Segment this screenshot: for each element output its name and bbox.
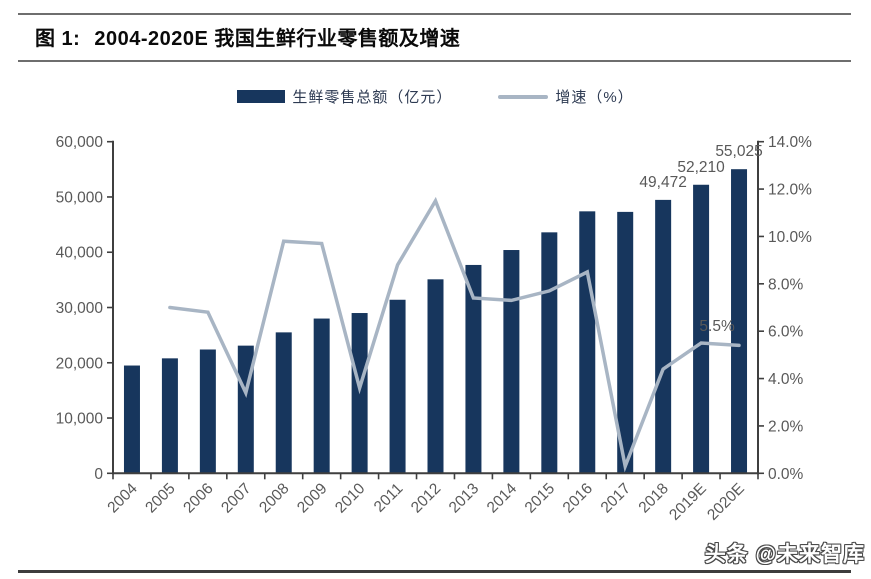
bar-2006 — [199, 349, 216, 474]
growth-line — [168, 196, 741, 473]
bar-2017 — [617, 211, 634, 474]
legend-item-bar: 生鲜零售总额（亿元） — [237, 86, 452, 107]
x-axis-label-2016: 2016 — [560, 480, 596, 516]
x-axis-label-2019E: 2019E — [666, 480, 710, 524]
bar-2012 — [427, 279, 444, 474]
right-axis-label-4.0%: 4.0% — [768, 371, 804, 388]
x-axis-label-2017: 2017 — [598, 480, 634, 516]
x-axis-label-2014: 2014 — [484, 480, 521, 517]
x-axis-label-2015: 2015 — [522, 480, 558, 516]
right-axis-label-6.0%: 6.0% — [768, 324, 804, 341]
left-axis-label-50,000: 50,000 — [56, 189, 104, 206]
data-label-2020E: 55,025 — [715, 143, 762, 160]
left-axis-label-0: 0 — [94, 466, 103, 483]
x-axis-label-2006: 2006 — [180, 480, 216, 516]
right-axis-label-8.0%: 8.0% — [768, 276, 804, 293]
x-axis-label-2007: 2007 — [218, 480, 254, 516]
x-axis-label-2013: 2013 — [446, 480, 482, 516]
right-axis-label-0.0%: 0.0% — [768, 466, 804, 483]
bar-2005 — [161, 358, 178, 474]
data-label-2018: 49,472 — [639, 174, 686, 191]
bar-2015 — [541, 232, 558, 474]
figure-title: 2004-2020E 我国生鲜行业零售额及增速 — [94, 28, 461, 50]
bar-2008 — [275, 332, 292, 474]
figure-header: 图 1: 2004-2020E 我国生鲜行业零售额及增速 — [18, 13, 851, 62]
x-axis-label-2020E: 2020E — [704, 480, 748, 524]
x-axis-label-2012: 2012 — [408, 480, 444, 516]
bar-2004 — [123, 365, 140, 474]
x-axis-label-2009: 2009 — [294, 480, 330, 516]
bar-2020E — [731, 169, 748, 474]
left-axis-label-10,000: 10,000 — [56, 411, 104, 428]
chart-legend: 生鲜零售总额（亿元） 增速（%） — [0, 86, 871, 107]
left-axis-label-30,000: 30,000 — [56, 300, 104, 317]
figure-number: 图 1: — [35, 28, 81, 50]
x-axis-label-2008: 2008 — [256, 480, 292, 516]
right-axis-label-14.0%: 14.0% — [768, 134, 812, 151]
data-label-2019E: 52,210 — [677, 159, 725, 176]
bar-2019E — [693, 184, 710, 474]
left-axis-label-60,000: 60,000 — [56, 134, 104, 151]
x-axis-label-2010: 2010 — [332, 480, 369, 517]
bar-2013 — [465, 264, 482, 474]
right-axis-label-2.0%: 2.0% — [768, 418, 804, 435]
line-label-2019E: 5.5% — [699, 318, 735, 335]
bar-2014 — [503, 250, 520, 474]
bar-2009 — [313, 318, 330, 474]
bar-series-swatch — [237, 90, 286, 103]
x-axis-label-2004: 2004 — [104, 480, 141, 517]
x-axis-label-2011: 2011 — [371, 480, 407, 516]
legend-item-line: 增速（%） — [498, 86, 633, 107]
x-axis-label-2005: 2005 — [142, 480, 178, 516]
right-axis-label-10.0%: 10.0% — [768, 229, 812, 246]
watermark: 头条 @未来智库 — [704, 543, 865, 566]
bar-2018 — [655, 199, 672, 474]
line-series-swatch — [498, 94, 549, 99]
right-axis-label-12.0%: 12.0% — [768, 182, 812, 199]
line-series-label: 增速（%） — [555, 89, 634, 106]
left-axis-label-20,000: 20,000 — [56, 355, 104, 372]
bar-2016 — [579, 211, 596, 474]
bottom-rule — [18, 570, 851, 573]
left-axis-label-40,000: 40,000 — [56, 245, 104, 262]
bar-series-label: 生鲜零售总额（亿元） — [292, 89, 453, 106]
bar-2011 — [389, 299, 406, 474]
